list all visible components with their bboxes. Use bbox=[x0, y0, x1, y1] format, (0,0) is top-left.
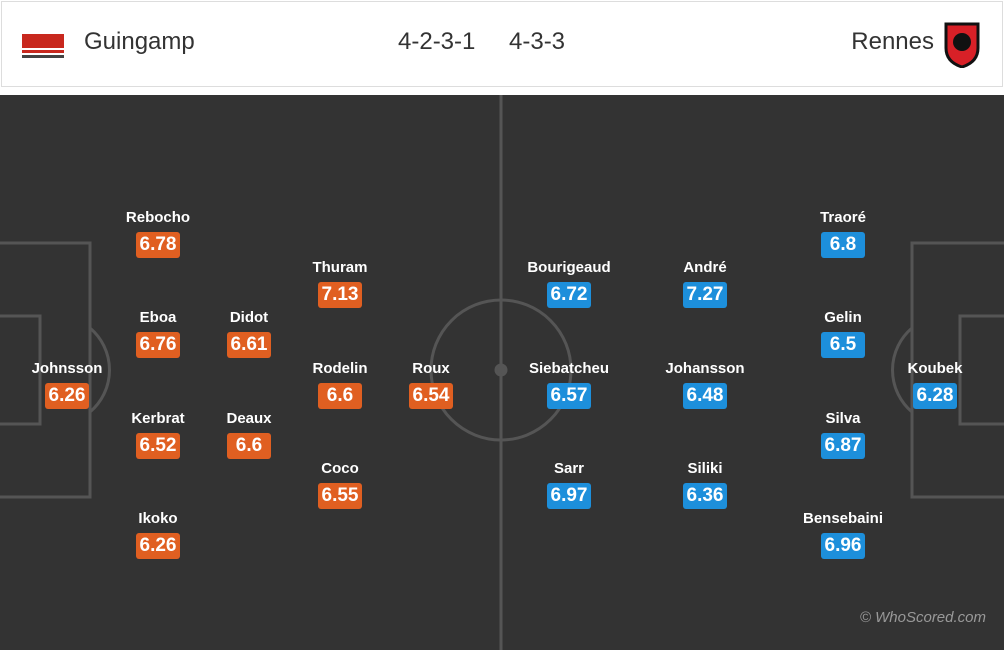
player-rating: 6.52 bbox=[136, 433, 180, 459]
player-name: Roux bbox=[412, 360, 450, 377]
home-team: Guingamp bbox=[84, 28, 195, 55]
player-rating: 6.61 bbox=[227, 332, 271, 358]
player-name: Koubek bbox=[907, 360, 963, 377]
player-rating: 6.26 bbox=[45, 383, 89, 409]
player-name: Siliki bbox=[687, 460, 723, 477]
player-rating: 6.97 bbox=[547, 483, 591, 509]
player-name: André bbox=[683, 259, 727, 276]
player-name: Thuram bbox=[312, 259, 368, 276]
player-name: Johnsson bbox=[31, 360, 103, 377]
player-name: Deaux bbox=[226, 410, 272, 427]
player-name: Johansson bbox=[665, 360, 745, 377]
player-rating: 7.13 bbox=[318, 282, 362, 308]
player-rating: 6.96 bbox=[821, 533, 865, 559]
player-rating: 6.72 bbox=[547, 282, 591, 308]
player-rating: 6.76 bbox=[136, 332, 180, 358]
player-name: Traoré bbox=[820, 209, 866, 226]
player-name: Kerbrat bbox=[131, 410, 185, 427]
player-name: Rodelin bbox=[312, 360, 368, 377]
player-rating: 6.36 bbox=[683, 483, 727, 509]
pitch: © WhoScored.com Johnsson 6.26 Rebocho 6.78 E… bbox=[0, 95, 1004, 650]
player-rating: 6.6 bbox=[318, 383, 362, 409]
away-team: Rennes bbox=[851, 28, 934, 55]
home-formation: 4-2-3-1 bbox=[398, 28, 476, 55]
watermark: © WhoScored.com bbox=[859, 609, 986, 626]
player-name: Eboa bbox=[139, 309, 177, 326]
match-header: Guingamp 4-2-3-1 4-3-3 Rennes bbox=[1, 1, 1003, 87]
home-logo bbox=[20, 32, 66, 60]
player-name: Sarr bbox=[553, 460, 585, 477]
player-name: Bensebaini bbox=[802, 510, 884, 527]
away-logo bbox=[944, 22, 980, 68]
player-rating: 6.48 bbox=[683, 383, 727, 409]
player-rating: 6.54 bbox=[409, 383, 453, 409]
player-rating: 6.6 bbox=[227, 433, 271, 459]
player-name: Gelin bbox=[824, 309, 862, 326]
player-rating: 6.78 bbox=[136, 232, 180, 258]
player-rating: 6.28 bbox=[913, 383, 957, 409]
player-name: Siebatcheu bbox=[528, 360, 610, 377]
away-formation: 4-3-3 bbox=[509, 28, 566, 55]
player-name: Didot bbox=[229, 309, 269, 326]
player-name: Coco bbox=[321, 460, 359, 477]
player-rating: 7.27 bbox=[683, 282, 727, 308]
player-name: Rebocho bbox=[125, 209, 191, 226]
player-rating: 6.87 bbox=[821, 433, 865, 459]
player-rating: 6.57 bbox=[547, 383, 591, 409]
pitch-lines bbox=[0, 95, 1004, 650]
player-name: Ikoko bbox=[138, 510, 178, 527]
player-name: Silva bbox=[825, 410, 861, 427]
player-rating: 6.5 bbox=[821, 332, 865, 358]
player-name: Bourigeaud bbox=[527, 259, 611, 276]
player-rating: 6.8 bbox=[821, 232, 865, 258]
player-rating: 6.55 bbox=[318, 483, 362, 509]
player-rating: 6.26 bbox=[136, 533, 180, 559]
